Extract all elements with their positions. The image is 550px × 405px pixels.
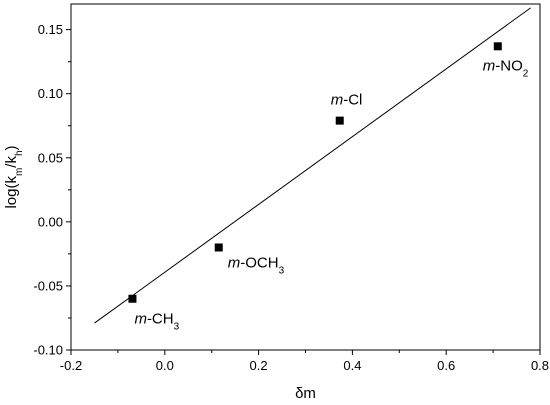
y-tick-label: 0.15 <box>38 22 63 37</box>
data-points <box>128 42 502 303</box>
annotation-sub: 3 <box>174 321 180 332</box>
annotation-text: -Cl <box>343 92 362 109</box>
annotation-text: -CH <box>147 311 174 328</box>
y-tick-label: 0.05 <box>38 150 63 165</box>
annotation-sub: 2 <box>523 68 529 79</box>
y-tick-label: -0.05 <box>33 278 63 293</box>
data-point <box>214 243 223 252</box>
plot-frame <box>70 3 541 351</box>
annotation-italic: m <box>483 57 496 74</box>
point-annotation: m-CH3 <box>134 311 179 333</box>
y-tick-label: 0.10 <box>38 86 63 101</box>
x-tick-label: 0.0 <box>156 358 174 373</box>
annotation-italic: m <box>331 92 344 109</box>
x-tick-label: 0.4 <box>343 358 361 373</box>
x-axis-label: δm <box>295 385 316 402</box>
y-axis-ticks: -0.10 -0.05 0.00 0.05 0.10 0.15 <box>33 22 71 358</box>
y-tick-label: 0.00 <box>38 214 63 229</box>
x-tick-label: 0.8 <box>531 358 549 373</box>
data-point <box>493 42 502 51</box>
point-annotation: m-NO2 <box>483 57 529 79</box>
annotation-text: -OCH <box>240 254 278 271</box>
x-axis-ticks: -0.2 0.0 0.2 0.4 0.6 0.8 <box>60 350 549 373</box>
fit-line <box>94 7 531 324</box>
y-axis-label-sub2: h <box>14 150 25 156</box>
point-annotation: m-Cl <box>331 92 363 109</box>
x-tick-label: 0.2 <box>250 358 268 373</box>
x-tick-label: -0.2 <box>60 358 82 373</box>
annotation-sub: 3 <box>279 265 285 276</box>
y-tick-label: -0.10 <box>33 343 63 358</box>
point-annotation: m-OCH3 <box>228 254 285 276</box>
y-axis-label-sub1: m <box>14 168 25 176</box>
y-axis-label-end: ) <box>3 145 20 150</box>
x-tick-label: 0.6 <box>437 358 455 373</box>
data-point <box>335 116 344 125</box>
y-axis-label-main: log(k <box>3 176 20 209</box>
annotation-italic: m <box>228 254 241 271</box>
data-point <box>128 294 137 303</box>
annotation-text: -NO <box>495 57 523 74</box>
y-axis-label-mid: /k <box>3 156 20 168</box>
y-axis-label: log(km/kh) <box>3 145 25 208</box>
annotation-italic: m <box>134 311 147 328</box>
